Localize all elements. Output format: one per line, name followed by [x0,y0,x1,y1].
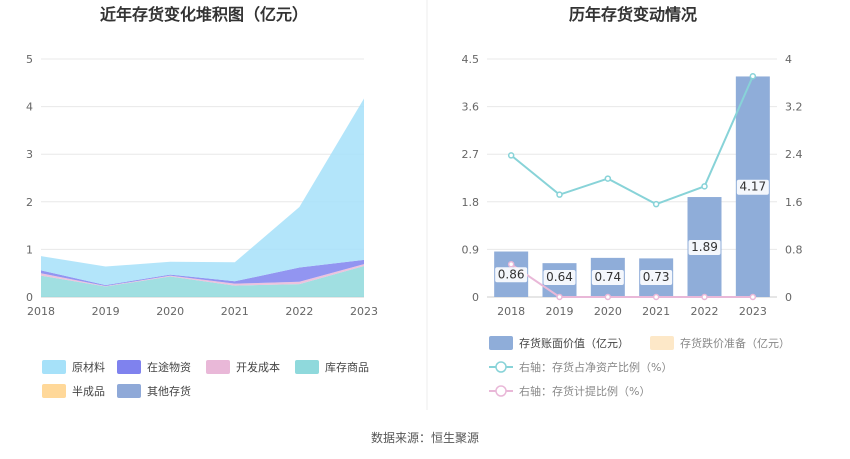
left-y-tick-label: 5 [26,53,33,66]
right-x-tick-label: 2018 [497,305,525,318]
legend-swatch [42,384,66,398]
bar-label: 0.64 [546,270,573,284]
right-y2-tick-label: 1.6 [785,196,803,209]
right-y2-tick-label: 2.4 [785,148,803,161]
right-y-tick-label: 2.7 [462,148,480,161]
left-x-tick-label: 2020 [156,305,184,318]
bar-label: 0.74 [594,270,621,284]
line-point [652,293,660,301]
bar-label-bg [495,267,528,283]
left-x-tick-label: 2018 [27,305,55,318]
legend-label: 存货跌价准备（亿元） [680,336,790,350]
right-grid [487,58,777,298]
bar-label: 4.17 [739,180,766,194]
left-areas [41,98,364,297]
right-y-tick-label: 0 [472,291,479,304]
area-原材料 [41,98,364,286]
bar-label-bg [543,270,576,285]
legend-label: 右轴：存货占净资产比例（%） [519,360,672,374]
left-x-ticks: 2018 2019 2020 2021 2022 2023 [27,305,378,318]
right-x-tick-label: 2019 [546,305,574,318]
line-point [507,261,515,268]
legend-marker [495,385,507,397]
right-y-tick-label: 4.5 [462,53,480,66]
legend-swatch [117,360,141,374]
legend-swatch [650,336,674,350]
left-y-tick-label: 0 [26,291,33,304]
right-bars [494,76,770,297]
bar-label: 0.73 [643,270,670,284]
right-y-ticks-right: 0 0.8 1.6 2.4 3.2 4 [785,53,803,304]
legend-swatch [206,360,230,374]
right-y-tick-label: 1.8 [462,196,480,209]
legend-label: 右轴：存货计提比例（%） [519,384,650,398]
legend-marker [495,361,507,373]
right-legend: 存货账面价值（亿元） 存货跌价准备（亿元） 右轴：存货占净资产比例（%） 右轴：存货计… [489,336,790,398]
bar-line-chart: 历年存货变动情况 0.86 0.64 0.74 0.73 1.89 4.17 0 0.9 1.… [462,5,803,398]
left-x-tick-label: 2021 [221,305,249,318]
left-y-ticks: 0 1 2 3 4 5 [26,53,33,304]
line-point [604,293,612,301]
right-y2-tick-label: 3.2 [785,101,803,114]
legend-swatch [117,384,141,398]
line-右轴：存货计提比例（%） [510,263,753,298]
line-point [556,191,563,198]
legend-swatch [42,360,66,374]
line-point [507,152,515,159]
legend-label: 开发成本 [236,360,280,374]
right-y-ticks-left: 0 0.9 1.8 2.7 3.6 4.5 [462,53,480,304]
left-y-tick-label: 2 [26,196,33,209]
legend-label: 半成品 [72,384,105,398]
right-y-tick-label: 0.9 [462,243,480,256]
right-chart-title: 历年存货变动情况 [569,5,697,24]
right-bar-labels: 0.86 0.64 0.74 0.73 1.89 4.17 [495,179,769,285]
bar-label-bg [688,240,721,256]
bar-label: 0.86 [498,267,525,281]
left-chart-title: 近年存货变化堆积图（亿元） [100,5,308,24]
right-y2-tick-label: 0.8 [785,243,803,256]
line-point [701,183,708,190]
legend-swatch [489,336,513,350]
left-x-tick-label: 2019 [92,305,120,318]
line-右轴：存货占净资产比例（%） [510,75,754,206]
line-point [652,200,660,208]
line-point [556,293,563,301]
line-point [749,73,757,80]
right-x-tick-label: 2022 [691,305,719,318]
right-y2-tick-label: 0 [785,291,792,304]
bar-label-bg [736,179,769,195]
legend-label: 存货账面价值（亿元） [519,336,629,350]
right-y-tick-label: 3.6 [462,101,480,114]
left-y-tick-label: 1 [26,243,33,256]
legend-swatch [295,360,319,374]
area-在途物资 [41,259,364,287]
line-point [749,293,757,301]
bar-label-bg [591,270,624,285]
right-x-ticks: 2018 2019 2020 2021 2022 2023 [497,305,767,318]
right-y2-tick-label: 4 [785,53,792,66]
right-x-tick-label: 2023 [739,305,767,318]
left-x-tick-label: 2023 [350,305,378,318]
bar-label: 1.89 [691,240,718,254]
legend-label: 在途物资 [147,360,191,374]
legend-label: 库存商品 [325,360,369,374]
line-point [604,175,612,182]
right-x-tick-label: 2020 [594,305,622,318]
right-x-tick-label: 2021 [642,305,670,318]
legend-label: 原材料 [72,360,105,374]
left-x-tick-label: 2022 [285,305,313,318]
stacked-area-chart: 近年存货变化堆积图（亿元） 0 1 2 3 4 5 2018 2019 2020 2021 202… [26,5,378,398]
right-lines [507,73,757,301]
data-source: 数据来源：恒生聚源 [371,430,479,445]
left-y-tick-label: 4 [26,101,33,114]
line-point [701,293,708,301]
bar-label-bg [640,270,673,285]
legend-label: 其他存货 [147,384,191,398]
left-y-tick-label: 3 [26,148,33,161]
area-库存商品 [41,266,364,297]
